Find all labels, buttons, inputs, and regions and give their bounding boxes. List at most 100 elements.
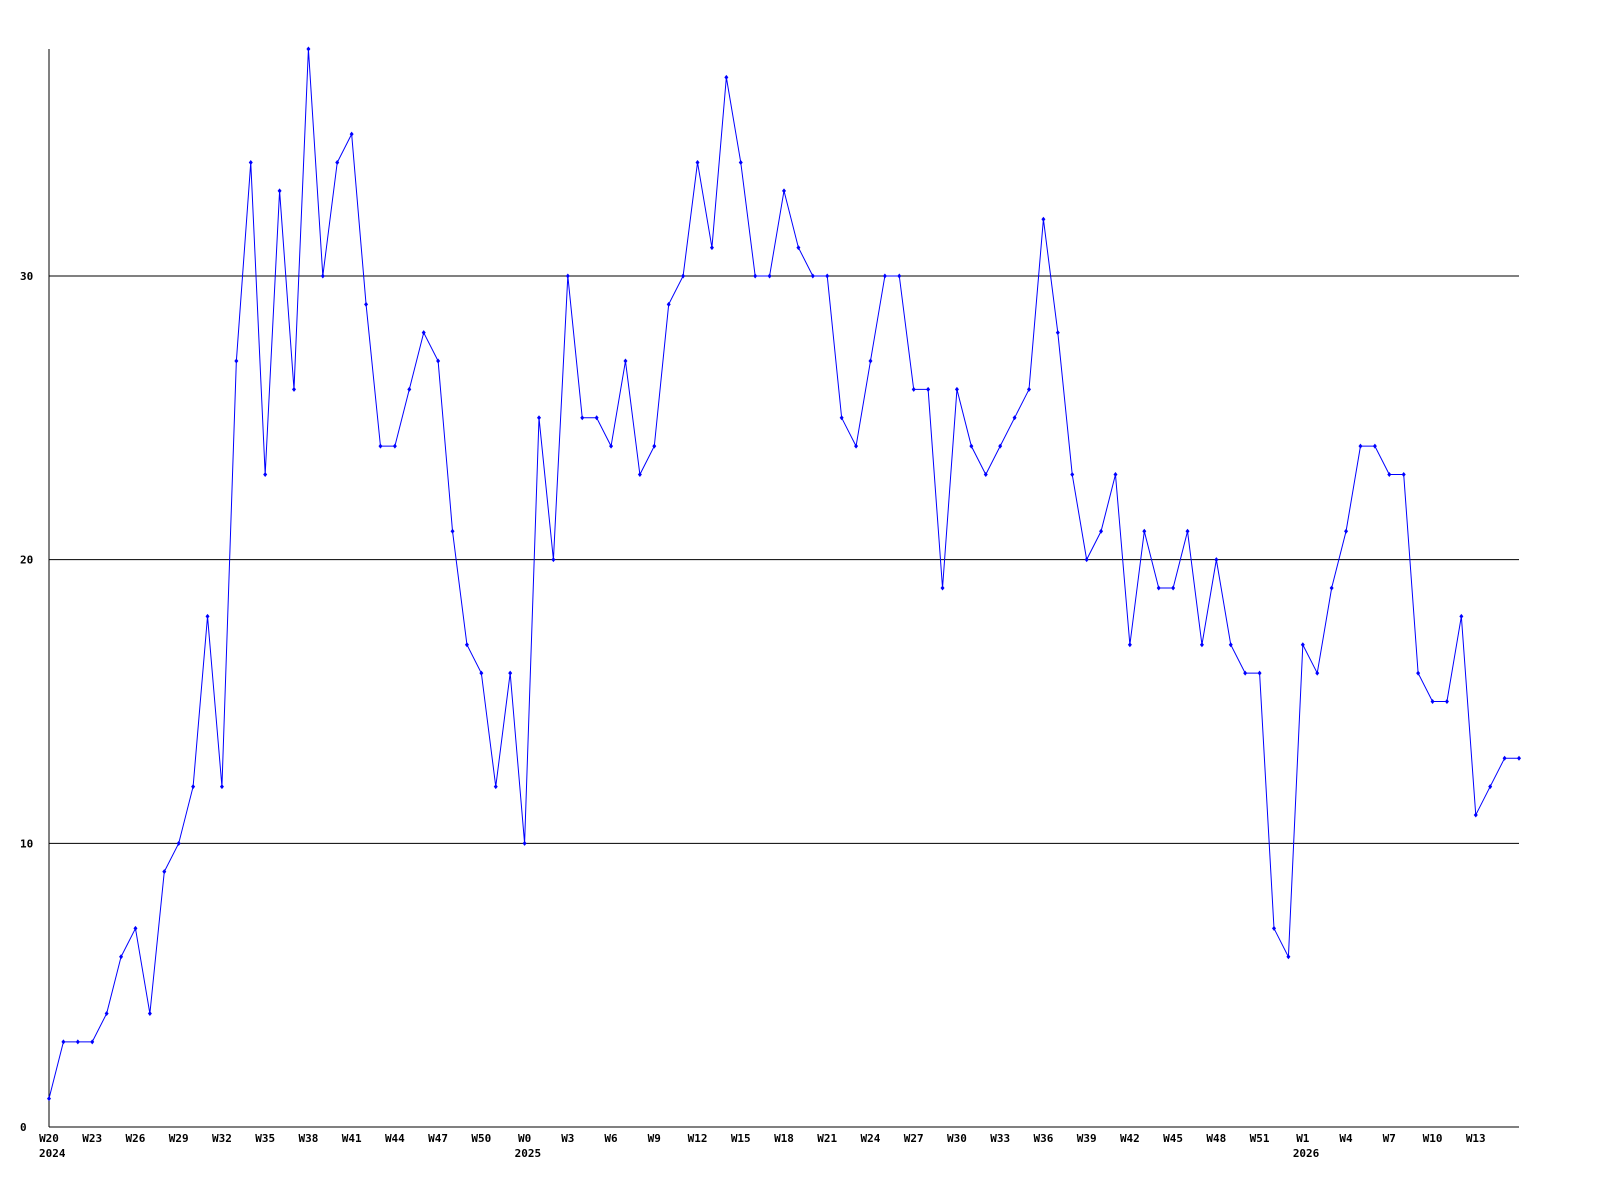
- data-point: [1372, 443, 1377, 449]
- data-point: [969, 443, 974, 449]
- data-point: [263, 472, 268, 478]
- x-tick-label: W35: [255, 1132, 275, 1145]
- data-point: [998, 443, 1003, 449]
- data-point: [1027, 386, 1031, 392]
- data-point: [1127, 642, 1132, 648]
- data-point: [421, 330, 426, 336]
- x-tick-label: W21: [817, 1132, 837, 1145]
- data-point: [450, 528, 455, 534]
- data-point: [666, 301, 671, 307]
- data-point: [436, 358, 441, 364]
- data-point: [147, 1011, 152, 1017]
- data-point: [551, 557, 556, 563]
- x-tick-label: W24: [861, 1132, 881, 1145]
- data-point: [1502, 755, 1507, 761]
- data-point: [479, 670, 484, 676]
- data-point: [911, 386, 916, 392]
- x-tick-label: W7: [1383, 1132, 1396, 1145]
- data-point: [825, 273, 830, 279]
- data-point: [1055, 330, 1060, 336]
- data-point: [580, 415, 585, 421]
- data-point: [162, 869, 167, 875]
- x-tick-label: W36: [1033, 1132, 1053, 1145]
- data-point: [90, 1039, 95, 1045]
- x-tick-label: W47: [428, 1132, 448, 1145]
- data-point: [609, 443, 614, 449]
- y-tick-label: 30: [20, 270, 33, 283]
- data-point: [940, 585, 945, 591]
- data-point: [782, 188, 786, 194]
- data-point: [681, 273, 686, 279]
- data-point: [796, 245, 801, 251]
- data-point: [1171, 585, 1176, 591]
- x-tick-label: W10: [1423, 1132, 1443, 1145]
- x-tick-label: W13: [1466, 1132, 1486, 1145]
- data-point: [1142, 528, 1147, 534]
- x-tick-label: W12: [688, 1132, 708, 1145]
- data-point: [839, 415, 844, 421]
- data-point: [854, 443, 859, 449]
- data-point: [724, 74, 729, 80]
- data-point: [248, 159, 253, 165]
- data-point: [119, 954, 124, 960]
- x-tick-label: W20: [39, 1132, 59, 1145]
- y-tick-label: 10: [20, 837, 33, 850]
- data-point: [1012, 415, 1017, 421]
- year-label: 2025: [515, 1147, 542, 1160]
- data-point: [983, 472, 988, 478]
- data-point: [407, 386, 412, 392]
- x-tick-label: W39: [1077, 1132, 1097, 1145]
- data-point: [897, 273, 902, 279]
- x-tick-label: W33: [990, 1132, 1010, 1145]
- data-point: [1070, 472, 1075, 478]
- data-point: [349, 131, 354, 137]
- data-point: [277, 188, 282, 194]
- data-point: [1329, 585, 1334, 591]
- x-tick-label: W1: [1296, 1132, 1310, 1145]
- data-point: [1430, 698, 1435, 704]
- data-point: [1099, 528, 1104, 534]
- x-tick-label: W23: [82, 1132, 102, 1145]
- data-point: [191, 784, 196, 790]
- x-tick-label: W18: [774, 1132, 794, 1145]
- x-tick-label: W9: [648, 1132, 661, 1145]
- data-point: [47, 1096, 51, 1102]
- data-point: [738, 159, 743, 165]
- data-point: [1315, 670, 1320, 676]
- x-tick-label: W32: [212, 1132, 232, 1145]
- data-point: [364, 301, 369, 307]
- x-tick-label: W45: [1163, 1132, 1183, 1145]
- data-point: [335, 159, 340, 165]
- x-tick-label: W6: [604, 1132, 618, 1145]
- data-point: [464, 642, 469, 648]
- data-point: [565, 273, 570, 279]
- x-tick-label: W51: [1250, 1132, 1270, 1145]
- data-point: [709, 245, 714, 251]
- data-point: [1358, 443, 1363, 449]
- data-point: [926, 386, 931, 392]
- y-tick-label: 0: [20, 1121, 27, 1134]
- data-point: [292, 386, 296, 392]
- x-tick-label: W42: [1120, 1132, 1140, 1145]
- x-tick-label: W29: [169, 1132, 189, 1145]
- data-point: [1444, 698, 1449, 704]
- data-point: [810, 273, 815, 279]
- x-tick-label: W15: [731, 1132, 751, 1145]
- data-point: [1113, 472, 1118, 478]
- x-tick-label: W3: [561, 1132, 574, 1145]
- data-point: [1272, 925, 1276, 931]
- data-point: [767, 273, 772, 279]
- data-point: [320, 273, 325, 279]
- data-point: [1243, 670, 1248, 676]
- data-point: [378, 443, 383, 449]
- year-label: 2026: [1293, 1147, 1320, 1160]
- data-point: [882, 273, 887, 279]
- data-point: [623, 358, 628, 364]
- x-tick-label: W38: [298, 1132, 318, 1145]
- data-point: [1344, 528, 1349, 534]
- data-point: [868, 358, 873, 364]
- data-point: [508, 670, 513, 676]
- data-point: [392, 443, 397, 449]
- data-point: [1041, 216, 1046, 222]
- data-point: [1517, 755, 1521, 761]
